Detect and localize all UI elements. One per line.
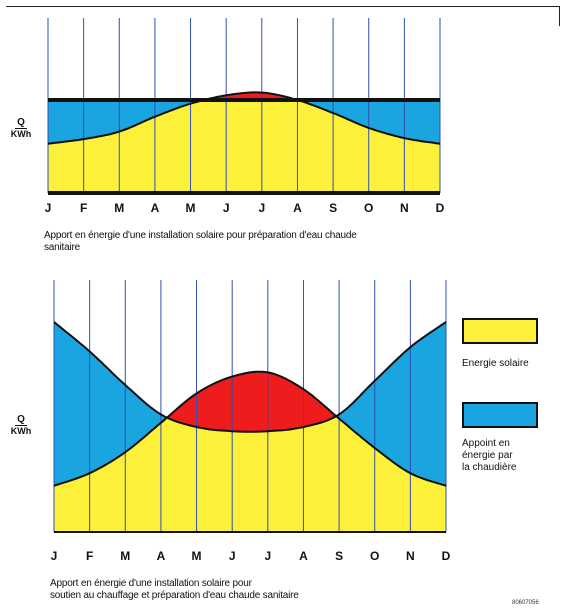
chart2-month-label: J (51, 549, 58, 563)
chart1-caption: Apport en énergie d'une installation sol… (44, 230, 357, 253)
chart2-month-label: N (406, 549, 415, 563)
chart2-demand-dotted (169, 415, 337, 433)
chart1-month-label: S (329, 201, 337, 215)
frame-right-border (559, 6, 560, 26)
chart2-month-label: D (442, 549, 451, 563)
chart1-month-label: A (293, 201, 302, 215)
legend-solar-swatch (462, 318, 538, 344)
legend-boiler-swatch (462, 402, 538, 428)
chart1-month-label: J (258, 201, 265, 215)
chart2-month-label: A (299, 549, 308, 563)
chart2-surplus-area (169, 371, 337, 432)
chart2-ylabel: Q KWh (10, 414, 32, 436)
chart1-month-label: J (45, 201, 52, 215)
chart2-caption-line1: Apport en énergie d'une installation sol… (50, 578, 252, 589)
chart1-month-label: M (186, 201, 196, 215)
chart1-month-label: N (400, 201, 409, 215)
chart1-month-label: F (80, 201, 87, 215)
chart1-solar-curve (47, 91, 441, 145)
chart1-month-label: M (114, 201, 124, 215)
chart2-month-label: O (370, 549, 379, 563)
chart1-month-label: J (223, 201, 230, 215)
chart1-month-label: D (436, 201, 445, 215)
chart2-solar-area (54, 416, 446, 532)
chart2-month-label: J (264, 549, 271, 563)
frame-top-border (6, 6, 560, 7)
chart2-plot (53, 280, 447, 533)
chart2-month-label: S (335, 549, 343, 563)
legend-solar-label: Energie solaire (462, 358, 529, 369)
chart2-caption-line2: soutien au chauffage et préparation d'ea… (50, 590, 299, 601)
reference-code: 80607056 (512, 600, 539, 606)
chart2-month-label: A (157, 549, 166, 563)
chart1-ylabel: Q KWh (10, 117, 32, 139)
chart2-month-label: J (229, 549, 236, 563)
chart1-boiler-area (48, 92, 440, 144)
chart1-month-label: O (364, 201, 373, 215)
legend-boiler-label: Appoint en énergie par la chaudière (462, 438, 517, 473)
chart2-month-label: F (86, 549, 93, 563)
chart2-month-label: M (192, 549, 202, 563)
chart1-solar-area (48, 100, 440, 193)
chart2-month-label: M (120, 549, 130, 563)
chart1-plot (47, 18, 441, 195)
chart1-month-label: A (151, 201, 160, 215)
chart2-solar-curve (53, 370, 447, 487)
